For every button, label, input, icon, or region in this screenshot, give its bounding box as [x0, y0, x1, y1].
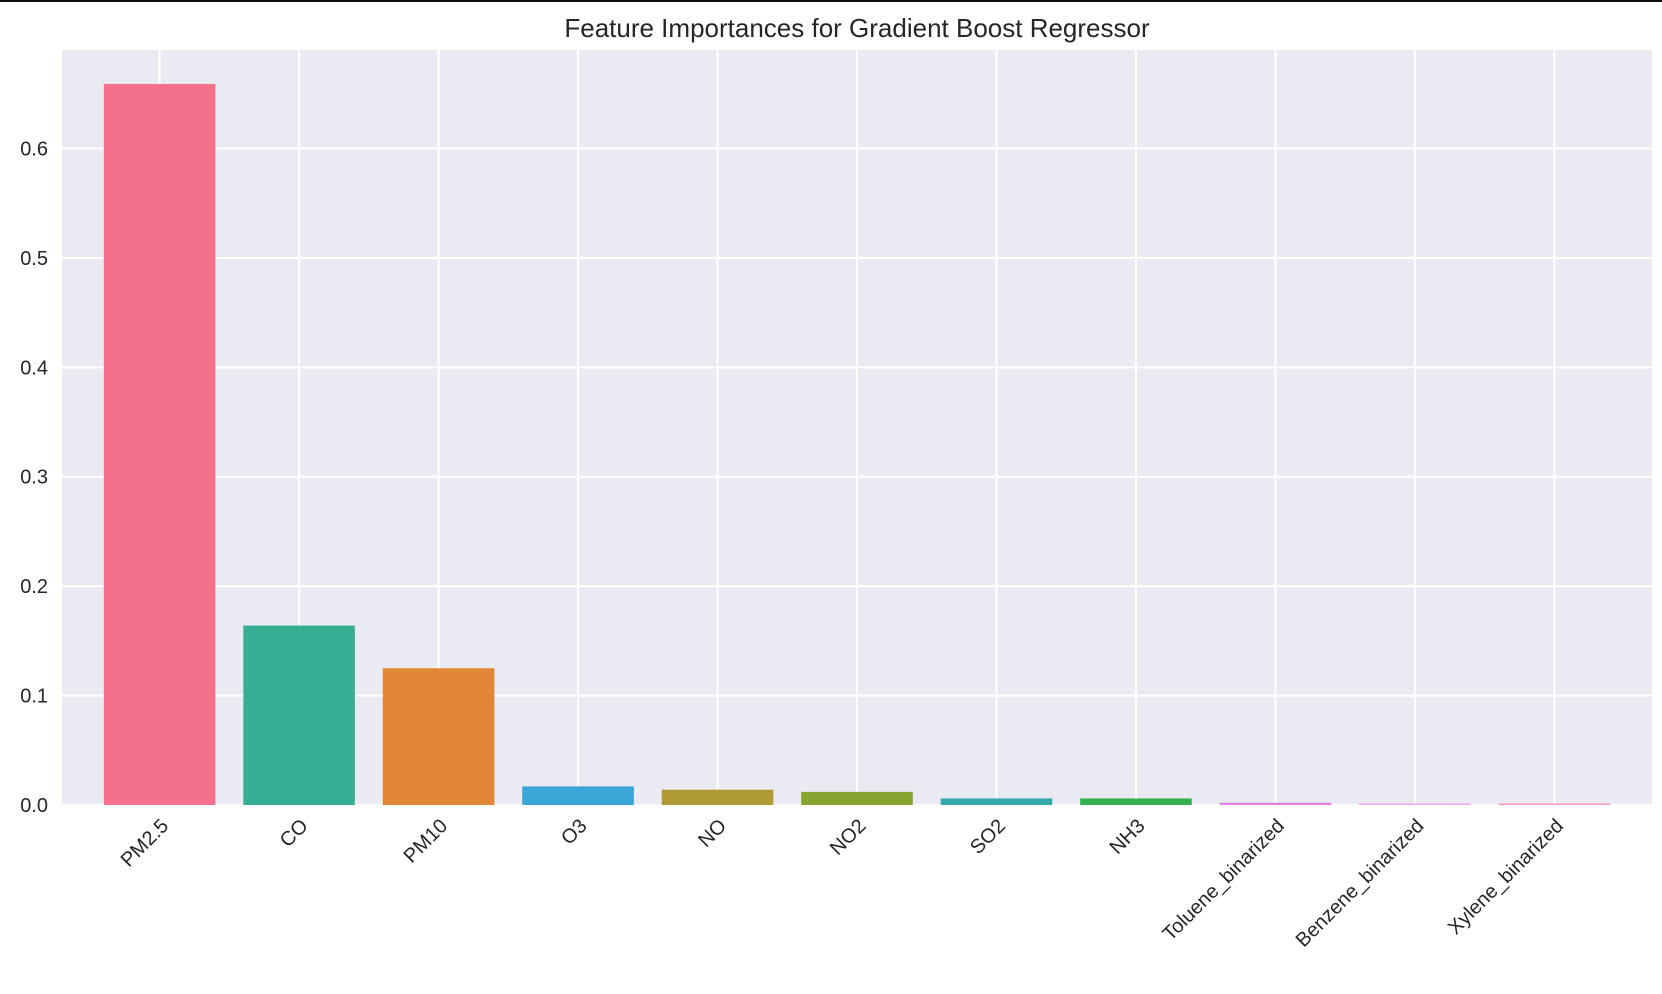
bar-xylene-binarized: [1498, 803, 1611, 805]
x-tick-label: NO: [694, 815, 731, 852]
y-tick-label: 0.4: [20, 357, 48, 379]
bar-toluene-binarized: [1219, 802, 1332, 805]
y-tick-label: 0.1: [20, 686, 48, 708]
x-tick-label: CO: [276, 815, 313, 852]
chart-title: Feature Importances for Gradient Boost R…: [564, 13, 1150, 43]
x-tick-label: PM10: [400, 815, 453, 868]
x-tick-label: SO2: [966, 815, 1010, 859]
bar-nh3: [1080, 798, 1192, 805]
x-tick-label: Xylene_binarized: [1444, 815, 1568, 939]
bar-no: [661, 789, 774, 805]
bar-so2: [940, 798, 1053, 805]
x-tick-label: O3: [557, 815, 591, 849]
x-tick-label: NH3: [1106, 815, 1150, 859]
y-tick-label: 0.0: [20, 795, 48, 817]
bar-no2: [801, 791, 913, 805]
y-tick-label: 0.5: [20, 248, 48, 270]
bar-co: [243, 625, 355, 805]
x-tick-labels: PM2.5 CO PM10 O3 NO NO2 SO2 NH3 Toluene_binarize…: [117, 815, 1568, 952]
y-tick-label: 0.3: [20, 467, 48, 489]
x-tick-label: Benzene_binarized: [1292, 815, 1429, 952]
x-tick-label: PM2.5: [117, 815, 173, 871]
x-tick-label: NO2: [826, 815, 871, 860]
bar-o3: [522, 786, 634, 805]
y-tick-labels: 0.0 0.1 0.2 0.3 0.4 0.5 0.6: [20, 138, 48, 817]
y-tick-label: 0.2: [20, 576, 48, 598]
bar-pm10: [382, 668, 495, 805]
bar-benzene-binarized: [1359, 803, 1471, 805]
bars: [103, 83, 1611, 805]
bar-pm2-5: [103, 83, 216, 805]
y-tick-label: 0.6: [20, 138, 48, 160]
x-tick-label: Toluene_binarized: [1159, 815, 1289, 945]
top-border: [0, 0, 1662, 2]
